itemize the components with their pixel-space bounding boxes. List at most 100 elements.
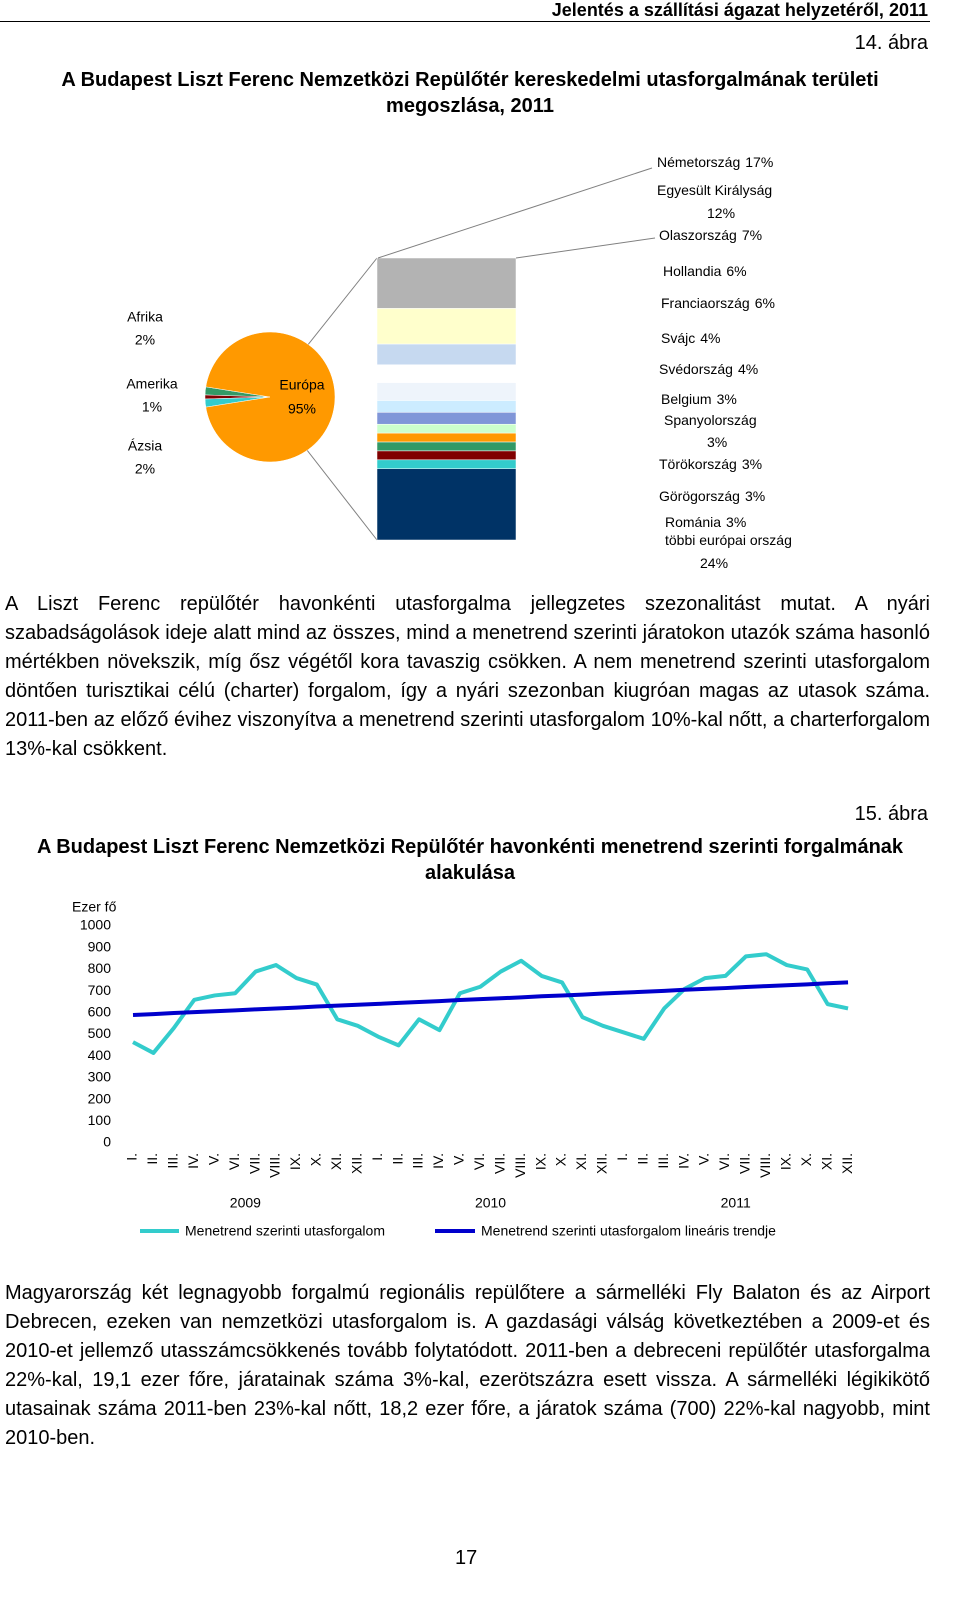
y-tick-label: 600 [88, 1004, 112, 1020]
pie-value-label: 1% [142, 399, 162, 415]
x-tick-label: XII. [348, 1153, 364, 1174]
x-tick-label: VIII. [757, 1153, 773, 1178]
segment-value-label: 3% [726, 514, 746, 530]
segment-value-label: 3% [745, 488, 765, 504]
bar-segment [376, 423, 517, 434]
segment-name: Svédország [659, 361, 733, 377]
year-label: 2010 [475, 1195, 506, 1211]
segment-name: többi európai ország [665, 532, 792, 548]
segment-value-label: 3% [707, 434, 727, 450]
bar-segment [376, 412, 517, 425]
x-tick-label: IX. [287, 1153, 303, 1170]
segment-name: Románia [665, 514, 721, 530]
x-tick-label: II. [389, 1153, 405, 1165]
pie-label: Ázsia [128, 438, 162, 454]
segment-name: Spanyolország [664, 412, 757, 428]
segment-label: Spanyolország [664, 412, 757, 428]
x-tick-label: IV. [430, 1153, 446, 1169]
x-tick-label: X. [553, 1153, 569, 1166]
bar-segment [376, 450, 517, 461]
segment-name: Egyesült Királyság [657, 182, 772, 198]
segment-value-label: 4% [738, 361, 758, 377]
segment-name: Hollandia [663, 263, 722, 279]
bar-segment [376, 308, 517, 345]
x-tick-label: X. [308, 1153, 324, 1166]
y-axis-label: Ezer fő [72, 899, 117, 915]
figure-label: 14. ábra [854, 32, 928, 54]
segment-value-label: 6% [755, 295, 775, 311]
year-label: 2009 [230, 1195, 261, 1211]
pie-slice [205, 331, 336, 463]
x-tick-label: XI. [328, 1153, 344, 1170]
segment-value-label: 12% [707, 205, 735, 221]
pie-value-label: 2% [135, 332, 155, 348]
legend-label: Menetrend szerinti utasforgalom lineáris… [481, 1223, 776, 1239]
x-tick-label: III. [165, 1153, 181, 1169]
figure-label: 15. ábra [854, 803, 928, 825]
segment-label: Svájc 4% [661, 330, 720, 346]
legend-label: Menetrend szerinti utasforgalom [185, 1223, 385, 1239]
bar-segment [376, 364, 517, 383]
paragraph: Magyarország két legnagyobb forgalmú reg… [5, 1282, 930, 1449]
x-tick-label: II. [144, 1153, 160, 1165]
header-rule [0, 21, 930, 22]
x-tick-label: XII. [839, 1153, 855, 1174]
bar-segment [376, 432, 517, 443]
segment-name: Görögország [659, 488, 740, 504]
y-tick-label: 1000 [80, 917, 111, 933]
leader-line [377, 167, 653, 259]
bar-segment [376, 382, 517, 401]
segment-value-label: 3% [717, 391, 737, 407]
x-tick-label: VII. [246, 1153, 262, 1174]
x-tick-label: V. [696, 1153, 712, 1165]
y-tick-label: 800 [88, 960, 112, 976]
bar-segment [376, 441, 517, 452]
x-tick-label: I. [614, 1153, 630, 1161]
segment-value-label: 17% [745, 154, 773, 170]
segment-value-label: 24% [700, 555, 728, 571]
pie-label: Amerika [126, 376, 178, 392]
page-number: 17 [455, 1547, 478, 1569]
chart-title: A Budapest Liszt Ferenc Nemzetközi Repül… [61, 69, 879, 117]
y-tick-label: 400 [88, 1047, 112, 1063]
y-tick-label: 100 [88, 1112, 112, 1128]
segment-name: Franciaország [661, 295, 750, 311]
pie-label: Európa [279, 377, 324, 393]
y-tick-label: 900 [88, 938, 112, 954]
bar-segment [376, 257, 517, 309]
segment-name: Törökország [659, 456, 737, 472]
leader-line [515, 237, 656, 259]
segment-label: Olaszország 7% [659, 227, 762, 243]
y-tick-label: 500 [88, 1025, 112, 1041]
pie-value-label: 95% [288, 401, 316, 417]
x-tick-label: IV. [185, 1153, 201, 1169]
year-label: 2011 [721, 1195, 751, 1211]
segment-label: 24% [700, 555, 728, 571]
x-tick-label: VIII. [267, 1153, 283, 1178]
x-tick-label: VI. [471, 1153, 487, 1170]
series-line [132, 952, 849, 1055]
x-tick-label: IX. [532, 1153, 548, 1170]
chart-title: A Budapest Liszt Ferenc Nemzetközi Repül… [36, 836, 904, 884]
x-tick-label: VII. [491, 1153, 507, 1174]
x-tick-label: VII. [737, 1153, 753, 1174]
x-tick-label: XI. [818, 1153, 834, 1170]
series-line [132, 980, 849, 1017]
paragraph: A Liszt Ferenc repülőtér havonkénti utas… [5, 593, 930, 760]
segment-label: Románia 3% [665, 514, 746, 530]
segment-label: 12% [707, 205, 735, 221]
segment-value-label: 6% [726, 263, 746, 279]
segment-label: Németország 17% [657, 154, 773, 170]
y-tick-label: 200 [88, 1090, 112, 1106]
x-tick-label: V. [451, 1153, 467, 1165]
x-tick-label: X. [798, 1153, 814, 1166]
x-tick-label: I. [369, 1153, 385, 1161]
bar-segment [376, 400, 517, 413]
segment-value-label: 3% [742, 456, 762, 472]
x-tick-label: VI. [716, 1153, 732, 1170]
segment-label: Görögország 3% [659, 488, 765, 504]
segment-name: Svájc [661, 330, 695, 346]
